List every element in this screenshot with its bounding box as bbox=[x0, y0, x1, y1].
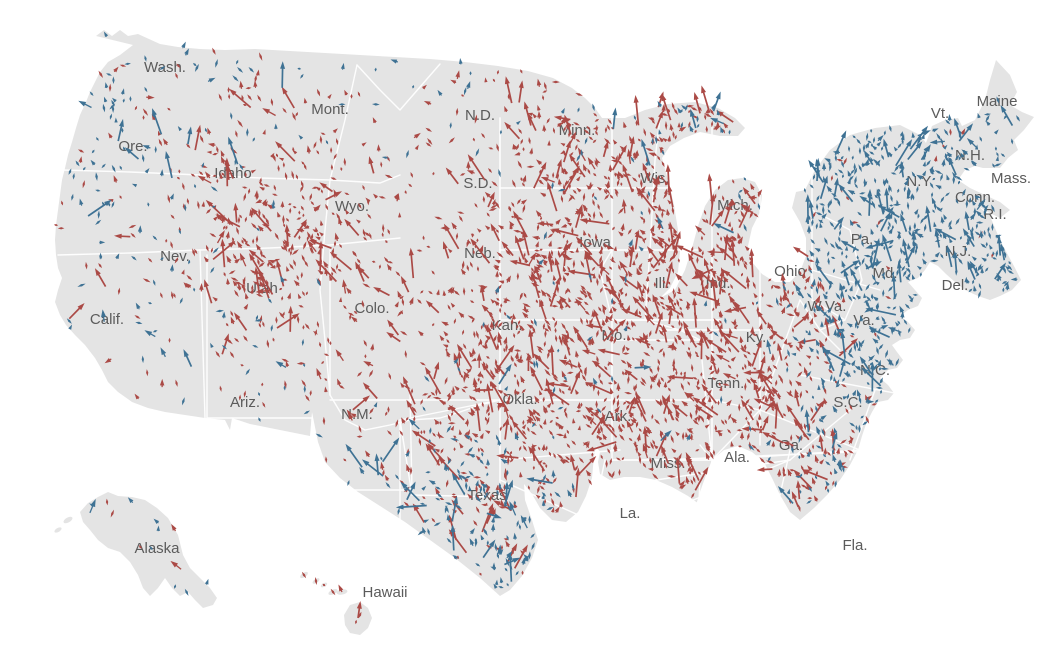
svg-text:Ohio: Ohio bbox=[774, 263, 806, 280]
svg-text:Vt.: Vt. bbox=[931, 105, 949, 122]
svg-text:N.D.: N.D. bbox=[465, 107, 495, 124]
svg-text:La.: La. bbox=[620, 505, 641, 522]
svg-text:Hawaii: Hawaii bbox=[362, 584, 407, 601]
svg-text:Fla.: Fla. bbox=[842, 537, 867, 554]
svg-text:Neb.: Neb. bbox=[464, 245, 496, 262]
svg-text:Va.: Va. bbox=[853, 312, 874, 329]
svg-text:Wyo.: Wyo. bbox=[335, 198, 369, 215]
svg-text:N.H.: N.H. bbox=[955, 147, 985, 164]
svg-text:Ky.: Ky. bbox=[746, 329, 767, 346]
svg-text:Colo.: Colo. bbox=[354, 300, 389, 317]
svg-text:S.D.: S.D. bbox=[463, 175, 492, 192]
svg-text:Ariz.: Ariz. bbox=[230, 394, 260, 411]
svg-text:Ala.: Ala. bbox=[724, 449, 750, 466]
svg-text:Calif.: Calif. bbox=[90, 311, 124, 328]
svg-text:R.I.: R.I. bbox=[983, 206, 1006, 223]
svg-text:N.M.: N.M. bbox=[341, 406, 373, 423]
svg-text:Ore.: Ore. bbox=[118, 138, 147, 155]
svg-text:Utah: Utah bbox=[246, 280, 278, 297]
svg-text:Mass.: Mass. bbox=[991, 170, 1031, 187]
svg-text:Del.: Del. bbox=[942, 277, 969, 294]
svg-text:Mont.: Mont. bbox=[311, 101, 349, 118]
svg-text:Okla.: Okla. bbox=[502, 391, 537, 408]
svg-text:Maine: Maine bbox=[977, 93, 1018, 110]
